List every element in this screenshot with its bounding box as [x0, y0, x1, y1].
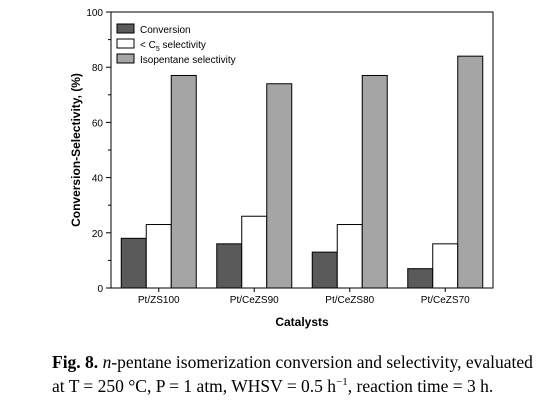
caption-line2-text-a: at T = 250 °C, P = 1 atm, WHSV = 0.5 h — [52, 375, 337, 396]
legend-label-conversion: Conversion — [140, 25, 191, 36]
caption-line-1: Fig. 8. n-pentane isomerization conversi… — [52, 352, 548, 372]
y-tick-label: 0 — [97, 284, 103, 295]
bar-c5-selectivity-4 — [432, 243, 459, 289]
x-tick-label: Pt/CeZS80 — [325, 295, 374, 306]
bar-conversion-1 — [120, 237, 147, 289]
bar-c5-selectivity-1 — [145, 224, 172, 289]
caption-italic-n: n — [102, 352, 112, 372]
caption-line1-text: -pentane isomerization conversion and se… — [111, 352, 533, 372]
legend-swatch-conversion — [116, 23, 135, 34]
x-axis-label: Catalysts — [275, 315, 329, 329]
x-tick-label: Pt/ZS100 — [138, 295, 180, 306]
ticks-layer: Pt/ZS100 Pt/CeZS90 Pt/CeZS80 Pt/CeZS70 0 20 40… — [86, 8, 470, 306]
y-tick-label: 100 — [86, 8, 103, 19]
caption-line2-text-b: , reaction time = 3 h. — [347, 375, 494, 396]
legend: Conversion < C5 selectivity Isopentane sel… — [116, 23, 236, 66]
y-tick-label: 20 — [92, 229, 104, 240]
bar-conversion-4 — [407, 268, 434, 289]
y-axis-label: Conversion-Selectivity, (%) — [69, 73, 83, 227]
caption-superscript: −1 — [336, 376, 348, 388]
bar-isopentane-selectivity-4 — [457, 55, 484, 289]
bar-c5-selectivity-2 — [241, 215, 268, 289]
bar-conversion-3 — [311, 251, 338, 289]
x-tick-label: Pt/CeZS90 — [230, 295, 279, 306]
bars-layer — [120, 55, 484, 289]
y-tick-label: 80 — [92, 63, 104, 74]
bar-isopentane-selectivity-3 — [361, 74, 388, 289]
bar-chart: Pt/ZS100 Pt/CeZS90 Pt/CeZS80 Pt/CeZS70 0 20 40… — [69, 8, 494, 329]
caption-line-2: at T = 250 °C, P = 1 atm, WHSV = 0.5 h−1… — [52, 372, 548, 396]
legend-label-c5-selectivity: < C5 selectivity — [140, 40, 206, 53]
y-tick-label: 40 — [92, 174, 104, 185]
bar-isopentane-selectivity-1 — [170, 74, 197, 289]
legend-swatch-c5-selectivity — [116, 38, 135, 49]
caption-label: Fig. 8. — [52, 352, 99, 372]
figure-caption: Fig. 8. n-pentane isomerization conversi… — [52, 352, 548, 396]
x-tick-label: Pt/CeZS70 — [421, 295, 470, 306]
bar-c5-selectivity-3 — [336, 224, 363, 289]
bar-isopentane-selectivity-2 — [266, 83, 293, 289]
y-tick-label: 60 — [92, 118, 104, 129]
legend-label-isopentane-selectivity: Isopentane selectivity — [140, 55, 236, 66]
bar-conversion-2 — [216, 243, 243, 289]
legend-swatch-isopentane-selectivity — [116, 53, 135, 64]
